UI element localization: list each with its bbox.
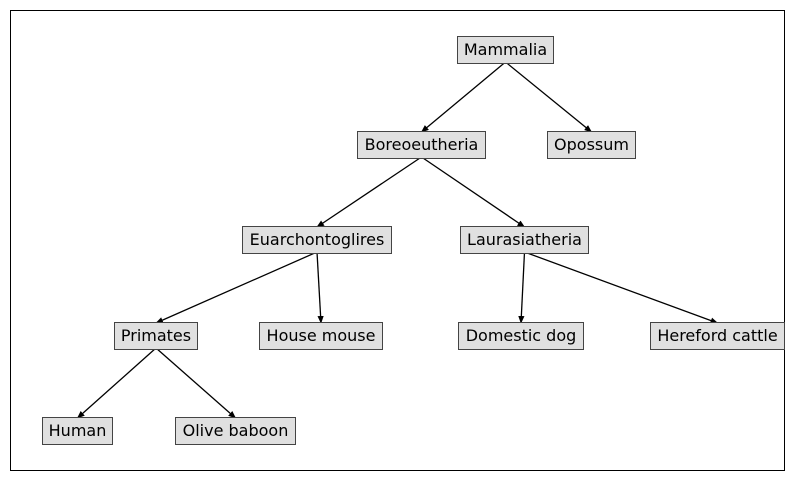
node-hereford-cattle: Hereford cattle [650, 322, 785, 350]
edge-mammalia-to-opossum [505, 61, 593, 133]
edge-mammalia-to-boreoeutheria [420, 61, 506, 133]
edge-boreoeutheria-to-euarchontoglires [316, 156, 422, 228]
edge-primates-to-olive_baboon [155, 347, 237, 419]
node-house-mouse: House mouse [259, 322, 383, 350]
edge-euarchontoglires-to-house_mouse [316, 251, 324, 324]
node-domestic-dog: Domestic dog [458, 322, 584, 350]
node-mammalia: Mammalia [457, 36, 554, 64]
edge-euarchontoglires-to-primates [155, 251, 318, 324]
node-laurasiatheria: Laurasiatheria [460, 226, 589, 254]
node-primates: Primates [114, 322, 198, 350]
diagram-frame [10, 10, 785, 471]
edge-laurasiatheria-to-hereford_cattle [524, 251, 719, 324]
edge-laurasiatheria-to-domestic_dog [518, 251, 526, 324]
node-boreoeutheria: Boreoeutheria [357, 131, 486, 159]
edge-primates-to-human [76, 347, 157, 419]
node-olive-baboon: Olive baboon [175, 417, 296, 445]
node-opossum: Opossum [547, 131, 636, 159]
edge-boreoeutheria-to-laurasiatheria [421, 156, 526, 228]
node-euarchontoglires: Euarchontoglires [242, 226, 392, 254]
node-human: Human [42, 417, 113, 445]
